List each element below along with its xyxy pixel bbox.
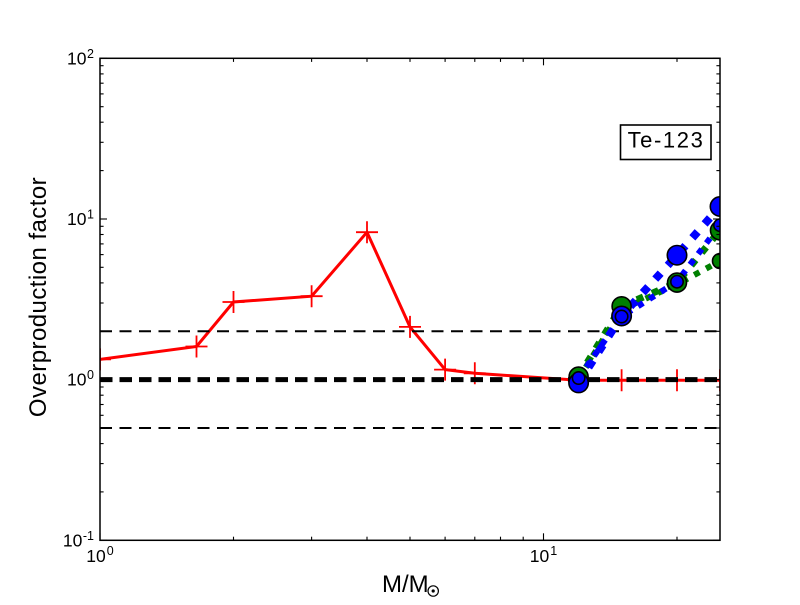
svg-text:Overproduction factor: Overproduction factor <box>25 177 52 417</box>
svg-text:-1: -1 <box>83 529 94 543</box>
svg-text:2: 2 <box>87 47 94 61</box>
svg-text:10: 10 <box>67 209 87 229</box>
svg-text:Te-123: Te-123 <box>628 128 705 153</box>
svg-text:10: 10 <box>530 546 550 566</box>
svg-text:1: 1 <box>550 544 557 558</box>
svg-text:10: 10 <box>67 370 87 390</box>
svg-text:1: 1 <box>87 208 94 222</box>
svg-text:0: 0 <box>107 544 114 558</box>
svg-text:M/M: M/M <box>382 571 429 598</box>
svg-text:10: 10 <box>63 530 83 550</box>
svg-text:10: 10 <box>67 48 87 68</box>
svg-text:10: 10 <box>86 546 106 566</box>
svg-text:0: 0 <box>87 368 94 382</box>
